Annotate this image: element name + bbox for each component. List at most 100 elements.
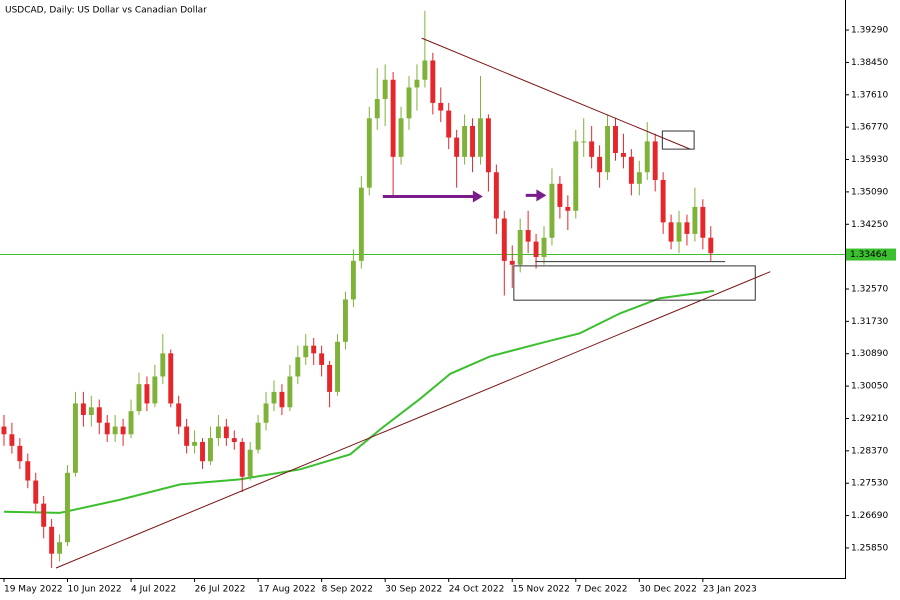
candle-body [335, 341, 340, 392]
candle-body [152, 376, 158, 404]
candle-body [96, 407, 102, 423]
candle-body [462, 126, 468, 157]
x-tick-label: 23 Jan 2023 [703, 585, 757, 595]
x-tick-label: 19 May 2022 [4, 585, 63, 595]
candle-body [72, 403, 78, 473]
candle-body [120, 426, 126, 435]
candle-body [446, 110, 452, 138]
candle-body [343, 299, 348, 342]
candle-body [628, 156, 634, 184]
candle-body [215, 426, 221, 439]
candle-body [398, 118, 404, 157]
candle-body [470, 126, 475, 157]
y-tick-label: 1.31730 [851, 317, 888, 327]
candle-body [57, 542, 63, 554]
candle-body [644, 141, 650, 173]
y-tick-label: 1.26690 [851, 511, 888, 521]
candle-body [565, 206, 571, 211]
candle-body [501, 218, 507, 261]
candle-body [525, 230, 531, 242]
candle-body [485, 118, 491, 173]
candle-body [184, 426, 190, 446]
candle-body [517, 230, 523, 265]
candle-body [25, 461, 31, 481]
candle-body [311, 345, 317, 354]
candle-body [279, 391, 285, 408]
candle-body [319, 353, 325, 365]
candle-body [207, 438, 213, 462]
candle-body [176, 403, 182, 427]
candle-body [454, 137, 460, 157]
candle-body [668, 222, 674, 242]
candle-body [33, 480, 39, 504]
arrow-head [536, 189, 547, 202]
candle-body [239, 441, 245, 477]
candle-body [509, 260, 515, 265]
y-tick-label: 1.32570 [851, 285, 888, 295]
y-tick-label: 1.37610 [851, 90, 888, 100]
candle-body [9, 434, 15, 446]
candle-body [589, 141, 595, 157]
candle-body [303, 345, 309, 358]
x-tick-label: 30 Sep 2022 [385, 585, 442, 595]
candle-body [247, 449, 253, 477]
candle-body [422, 60, 428, 80]
trendline [55, 271, 771, 569]
candle-body [613, 126, 618, 153]
x-tick-label: 30 Dec 2022 [639, 585, 697, 595]
arrow [525, 189, 547, 202]
y-tick-label: 1.27530 [851, 479, 888, 489]
candle-body [438, 102, 444, 111]
candle-body [88, 407, 94, 416]
candle-body [136, 384, 142, 412]
candle-body [271, 391, 277, 404]
candle-body [549, 183, 555, 238]
candle-body [581, 141, 587, 143]
candle-body [660, 179, 666, 223]
candle-body [255, 422, 261, 450]
x-tick-label: 17 Aug 2022 [258, 585, 316, 595]
chart-title: USDCAD, Daily: US Dollar vs Canadian Dol… [5, 6, 207, 16]
candle-body [192, 441, 198, 446]
candle-body [287, 376, 293, 408]
arrow-head [472, 190, 483, 203]
candle-body [160, 353, 166, 377]
candle-body [684, 222, 690, 234]
candle-body [350, 260, 356, 300]
candle-body [493, 172, 499, 219]
arrow [382, 190, 483, 203]
candle-body [144, 384, 150, 404]
x-tick-label: 7 Dec 2022 [576, 585, 628, 595]
candle-body [1, 426, 7, 435]
x-tick-label: 10 Jun 2022 [68, 585, 122, 595]
candle-body [366, 118, 372, 188]
candle-body [636, 172, 642, 184]
candle-body [295, 357, 301, 377]
candle-body [327, 364, 333, 392]
candle-body [223, 426, 229, 439]
x-tick-label: 24 Oct 2022 [449, 585, 505, 595]
current-price-box [846, 248, 896, 261]
candle-body [65, 472, 70, 543]
candle-body [541, 237, 547, 258]
candle-body [414, 79, 420, 88]
y-tick-label: 1.30890 [851, 349, 888, 359]
candle-body [708, 237, 714, 254]
y-tick-label: 1.35930 [851, 155, 888, 165]
x-tick-label: 4 Jul 2022 [131, 585, 176, 595]
candle-body [652, 141, 658, 180]
trendline [421, 37, 691, 150]
y-tick-label: 1.38450 [851, 58, 888, 68]
y-tick-label: 1.25850 [851, 543, 888, 553]
zone-rectangle [661, 130, 695, 150]
candle-body [41, 503, 47, 527]
plot-area [0, 10, 845, 569]
candle-body [390, 79, 396, 157]
candle-body [104, 422, 110, 435]
candle-body [358, 187, 364, 261]
y-tick-label: 1.30050 [851, 382, 888, 392]
candle-body [406, 87, 412, 119]
